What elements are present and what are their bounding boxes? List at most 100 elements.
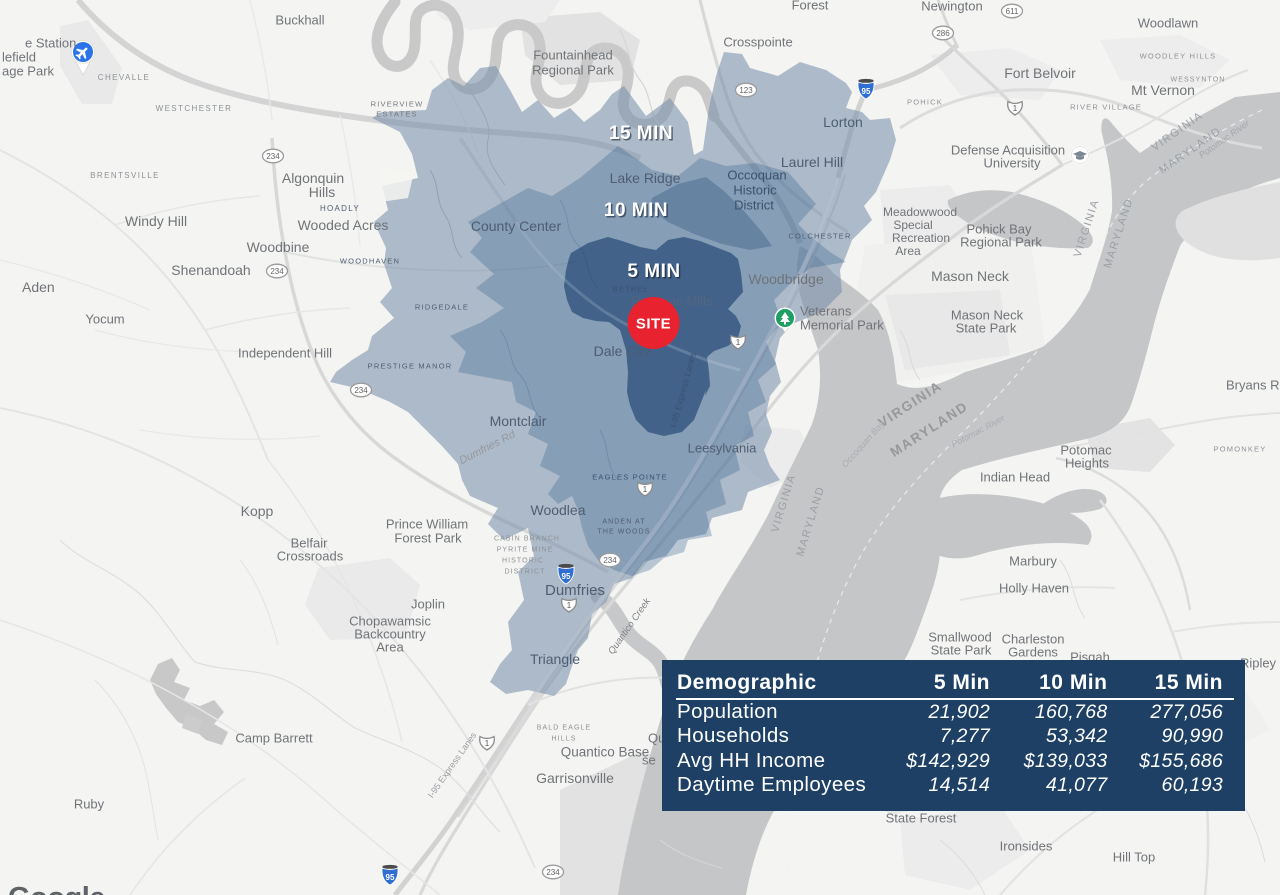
svg-text:Buckhall: Buckhall xyxy=(275,13,324,28)
svg-text:Mt Vernon: Mt Vernon xyxy=(1131,82,1195,98)
svg-text:Forest: Forest xyxy=(792,0,829,13)
svg-text:Woodlea: Woodlea xyxy=(530,502,585,518)
svg-text:611: 611 xyxy=(1006,7,1019,16)
svg-text:95: 95 xyxy=(562,572,571,581)
svg-text:Indian Head: Indian Head xyxy=(980,470,1050,485)
svg-text:Laurel Hill: Laurel Hill xyxy=(781,154,843,170)
svg-text:HISTORIC: HISTORIC xyxy=(502,558,544,565)
svg-text:Occoquan: Occoquan xyxy=(727,168,786,183)
svg-text:Regional Park: Regional Park xyxy=(960,235,1042,250)
svg-text:Dumfries: Dumfries xyxy=(545,582,605,599)
svg-text:10 MIN: 10 MIN xyxy=(605,202,669,223)
svg-text:Prince William: Prince William xyxy=(386,517,468,532)
svg-text:Marbury: Marbury xyxy=(1009,554,1057,569)
svg-text:Crossroads: Crossroads xyxy=(277,549,344,564)
svg-text:WOODHAVEN: WOODHAVEN xyxy=(340,257,400,266)
svg-text:WOODLEY HILLS: WOODLEY HILLS xyxy=(1140,52,1217,61)
svg-text:Aden: Aden xyxy=(22,279,55,295)
svg-text:Garrisonville: Garrisonville xyxy=(536,770,614,786)
svg-text:Windy Hill: Windy Hill xyxy=(125,213,187,229)
svg-text:EAGLES POINTE: EAGLES POINTE xyxy=(592,473,668,482)
svg-text:e Station: e Station xyxy=(25,36,76,51)
svg-text:Joplin: Joplin xyxy=(411,597,445,612)
svg-text:University: University xyxy=(983,156,1041,171)
svg-text:Fort Belvoir: Fort Belvoir xyxy=(1004,65,1076,81)
svg-text:234: 234 xyxy=(354,386,368,395)
svg-text:Google: Google xyxy=(8,882,105,895)
svg-text:Charleston: Charleston xyxy=(1002,632,1065,647)
svg-text:Crosspointe: Crosspointe xyxy=(723,35,792,50)
svg-text:1: 1 xyxy=(567,601,572,610)
svg-text:Woodbine: Woodbine xyxy=(247,239,310,255)
svg-text:Area: Area xyxy=(895,244,921,258)
svg-text:ANDEN AT: ANDEN AT xyxy=(602,519,645,526)
svg-text:WESSYNTON: WESSYNTON xyxy=(1171,77,1226,84)
svg-text:Yocum: Yocum xyxy=(85,312,124,327)
svg-text:Potomac: Potomac xyxy=(1060,443,1112,458)
svg-text:Defense Acquisition: Defense Acquisition xyxy=(951,143,1065,158)
svg-text:Pohick Bay: Pohick Bay xyxy=(966,222,1032,237)
svg-text:Belfair: Belfair xyxy=(291,536,329,551)
svg-text:Special: Special xyxy=(893,218,932,232)
svg-text:Heights: Heights xyxy=(1065,456,1110,471)
svg-text:Smallwood: Smallwood xyxy=(928,630,992,645)
svg-text:age Park: age Park xyxy=(2,64,55,79)
svg-text:1: 1 xyxy=(485,739,490,748)
svg-text:Woodbridge: Woodbridge xyxy=(748,271,823,287)
svg-text:Memorial Park: Memorial Park xyxy=(800,318,884,333)
svg-text:PYRITE MINE: PYRITE MINE xyxy=(497,547,554,554)
svg-text:Holly Haven: Holly Haven xyxy=(999,581,1069,596)
svg-text:234: 234 xyxy=(546,868,560,877)
svg-text:Ironsides: Ironsides xyxy=(1000,839,1053,854)
svg-text:Backcountry: Backcountry xyxy=(354,627,426,642)
svg-text:Triangle: Triangle xyxy=(530,651,580,667)
svg-text:15 MIN: 15 MIN xyxy=(610,125,674,146)
svg-text:POHICK: POHICK xyxy=(907,98,943,107)
svg-text:Fountainhead: Fountainhead xyxy=(533,48,613,63)
svg-text:PRESTIGE MANOR: PRESTIGE MANOR xyxy=(368,362,453,371)
svg-text:Woodlawn: Woodlawn xyxy=(1138,16,1198,31)
svg-text:234: 234 xyxy=(603,556,617,565)
svg-text:ESTATES: ESTATES xyxy=(376,110,417,119)
svg-text:Independent Hill: Independent Hill xyxy=(238,346,332,361)
svg-text:1: 1 xyxy=(643,485,648,494)
svg-text:BETHEL: BETHEL xyxy=(613,285,649,294)
svg-text:District: District xyxy=(734,198,774,213)
svg-text:Chopawamsic: Chopawamsic xyxy=(349,614,431,629)
svg-text:THE WOODS: THE WOODS xyxy=(597,529,650,536)
svg-text:5 MIN: 5 MIN xyxy=(629,263,682,284)
svg-text:BALD EAGLE: BALD EAGLE xyxy=(537,725,592,732)
svg-text:Dale City: Dale City xyxy=(594,343,651,359)
svg-text:Meadowwood: Meadowwood xyxy=(883,205,957,219)
svg-text:Gardens: Gardens xyxy=(1008,645,1058,660)
svg-text:POMONKEY: POMONKEY xyxy=(1214,445,1267,454)
svg-text:1: 1 xyxy=(1013,104,1018,113)
svg-text:Area: Area xyxy=(376,640,404,655)
svg-text:BRENTSVILLE: BRENTSVILLE xyxy=(90,171,160,180)
svg-text:CHEVALLE: CHEVALLE xyxy=(98,73,150,82)
svg-text:Regional Park: Regional Park xyxy=(532,63,614,78)
svg-text:HOADLY: HOADLY xyxy=(320,204,360,213)
svg-text:Camp Barrett: Camp Barrett xyxy=(235,731,313,746)
svg-text:DISTRICT: DISTRICT xyxy=(504,569,545,576)
svg-text:Historic: Historic xyxy=(733,183,777,198)
svg-text:Hills: Hills xyxy=(309,184,335,200)
svg-text:Ruby: Ruby xyxy=(74,797,105,812)
svg-text:Newington: Newington xyxy=(921,0,982,14)
svg-text:State Park: State Park xyxy=(956,321,1017,336)
svg-text:Shenandoah: Shenandoah xyxy=(171,262,250,278)
svg-text:lefield: lefield xyxy=(2,50,36,65)
svg-text:Forest Park: Forest Park xyxy=(394,531,462,546)
svg-text:Bryans Roa: Bryans Roa xyxy=(1226,378,1280,393)
svg-text:WESTCHESTER: WESTCHESTER xyxy=(156,104,233,113)
svg-text:State Forest: State Forest xyxy=(886,811,957,826)
svg-text:1: 1 xyxy=(736,338,741,347)
svg-text:5 MIN: 5 MIN xyxy=(627,261,680,282)
svg-text:Ripley: Ripley xyxy=(1240,656,1277,671)
svg-text:Hill Top: Hill Top xyxy=(1113,850,1155,865)
svg-text:234: 234 xyxy=(266,152,280,161)
svg-text:Recreation: Recreation xyxy=(892,231,950,245)
svg-text:RIVERVIEW: RIVERVIEW xyxy=(371,100,424,109)
svg-text:Leesylvania: Leesylvania xyxy=(688,441,757,456)
svg-text:SITE: SITE xyxy=(636,316,671,333)
